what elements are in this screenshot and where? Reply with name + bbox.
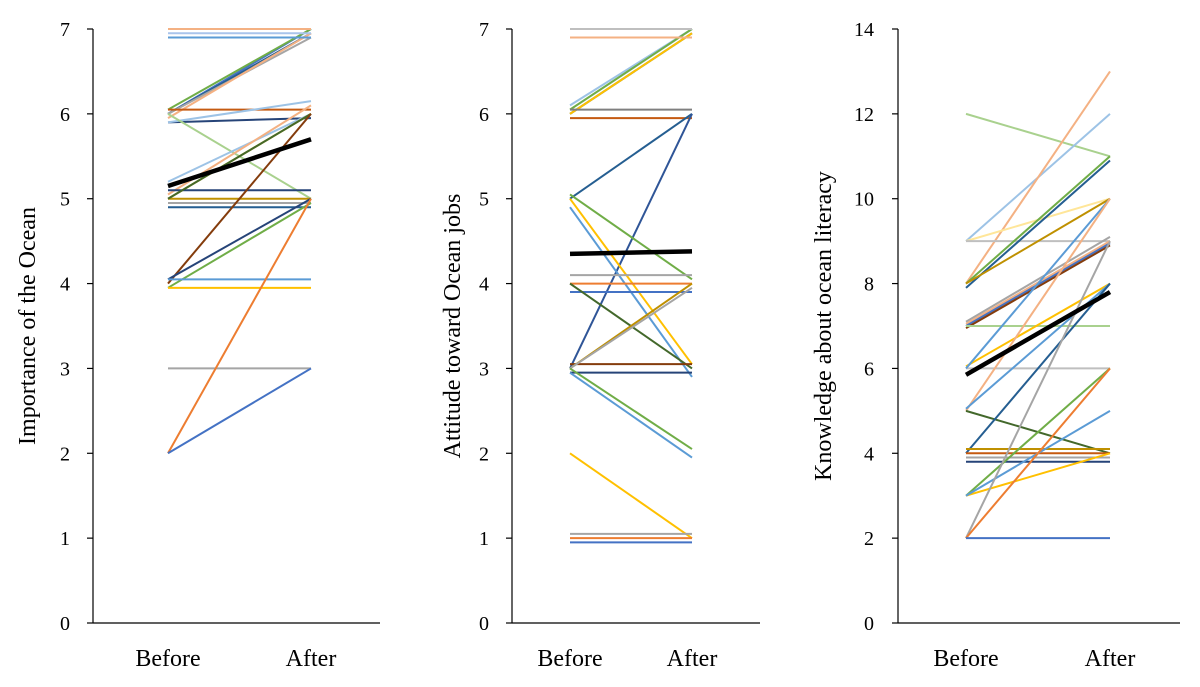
- y-tick-label: 2: [60, 443, 70, 465]
- y-tick-label: 3: [60, 358, 70, 380]
- participant-line-20: [965, 282, 1111, 454]
- participant-line-22: [569, 367, 693, 450]
- participant-line-23: [569, 371, 693, 459]
- participant-line-1: [965, 112, 1111, 158]
- chart-attitude-toward-ocean-jobs: Attitude toward Ocean jobs 0 1 2 3 4 5 6 7 Befor…: [440, 19, 760, 672]
- participant-line-10: [167, 117, 312, 124]
- participant-line-23: [167, 202, 312, 289]
- y-tick-label: 1: [60, 528, 70, 550]
- participant-line-28: [965, 240, 1111, 539]
- chart-knowledge-ocean-literacy: Knowledge about ocean literacy 0 2 4 6 8 10 12…: [811, 19, 1180, 672]
- mean-line: [167, 137, 312, 189]
- x-category-label-after: After: [286, 646, 337, 672]
- mean-line: [964, 290, 1112, 377]
- y-tick-label: 6: [60, 104, 70, 126]
- y-tick-label: 6: [864, 358, 874, 380]
- participant-line-12: [569, 198, 693, 365]
- participant-line-5: [167, 32, 312, 119]
- y-tick-label: 6: [479, 104, 489, 126]
- y-tick-label: 2: [479, 443, 489, 465]
- y-tick-label: 4: [479, 274, 489, 296]
- participant-line-12: [965, 244, 1111, 329]
- participant-line-11: [569, 193, 693, 281]
- y-tick-label: 5: [60, 189, 70, 211]
- participant-line-25: [965, 367, 1111, 497]
- y-tick-label: 7: [60, 19, 70, 41]
- participant-line-13: [167, 112, 312, 183]
- x-category-label-before: Before: [933, 646, 998, 672]
- participant-line-17: [965, 198, 1111, 412]
- y-tick-label: 0: [60, 613, 70, 635]
- y-tick-label: 3: [479, 358, 489, 380]
- y-tick-label: 4: [60, 274, 70, 296]
- participant-line-27: [167, 198, 312, 454]
- x-category-label-after: After: [667, 646, 718, 672]
- x-category-label-before: Before: [537, 646, 602, 672]
- y-tick-label: 4: [864, 443, 874, 465]
- participant-line-4: [569, 32, 693, 115]
- participant-line-7: [965, 159, 1111, 289]
- participant-line-8: [965, 197, 1111, 285]
- participant-line-14: [965, 282, 1111, 368]
- y-tick-label: 1: [479, 528, 489, 550]
- y-tick-label: 5: [479, 189, 489, 211]
- y-axis-title: Importance of the Ocean: [15, 207, 41, 445]
- participant-line-20: [167, 112, 312, 200]
- participant-line-24: [569, 452, 693, 539]
- x-category-label-after: After: [1085, 646, 1136, 672]
- x-category-label-before: Before: [135, 646, 200, 672]
- mean-line: [569, 249, 693, 257]
- participant-line-2: [569, 28, 693, 111]
- participant-line-11: [167, 100, 312, 124]
- participant-line-26: [965, 452, 1111, 497]
- participant-line-20: [569, 286, 693, 370]
- chart-importance-of-ocean: Importance of the Ocean 0 1 2 3 4 5 6 7 Before Af…: [15, 19, 380, 672]
- participant-line-3: [965, 70, 1111, 285]
- y-tick-label: 10: [854, 189, 874, 211]
- participant-line-9: [965, 236, 1111, 323]
- y-tick-label: 7: [479, 19, 489, 41]
- y-axis-title: Knowledge about ocean literacy: [811, 171, 837, 481]
- y-tick-label: 2: [864, 528, 874, 550]
- y-tick-label: 12: [854, 104, 874, 126]
- participant-line-16: [965, 198, 1111, 370]
- y-tick-label: 0: [864, 613, 874, 635]
- participant-line-6: [965, 155, 1111, 285]
- y-tick-label: 14: [854, 19, 874, 41]
- participant-line-10: [569, 113, 693, 369]
- participant-line-9: [569, 113, 693, 200]
- y-axis-title: Attitude toward Ocean jobs: [440, 194, 466, 459]
- y-tick-label: 8: [864, 274, 874, 296]
- participant-line-29: [965, 367, 1111, 539]
- participant-line-22: [167, 197, 312, 281]
- participant-line-21: [167, 113, 312, 285]
- participant-line-28: [167, 367, 312, 455]
- y-tick-label: 0: [479, 613, 489, 635]
- participant-line-2: [167, 28, 312, 111]
